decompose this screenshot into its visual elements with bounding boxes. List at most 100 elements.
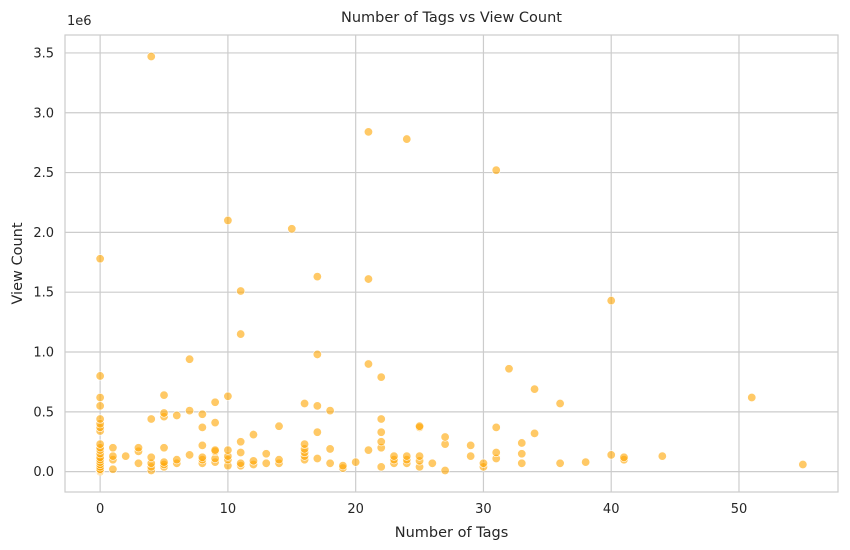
data-point [236,329,246,339]
data-point [491,448,501,458]
data-point [95,401,105,411]
data-point [491,422,501,432]
data-point [325,458,335,468]
data-point [236,448,246,458]
y-tick-label: 3.0 [33,106,54,121]
y-tick-labels: 0.0 0.5 1.0 1.5 2.0 2.5 3.0 3.5 [33,46,54,480]
data-point [402,134,412,144]
data-point [146,414,156,424]
data-point [363,274,373,284]
data-point [108,451,118,461]
data-point [133,443,143,453]
data-point [376,437,386,447]
data-point [747,392,757,402]
data-point [146,52,156,62]
data-point [363,127,373,137]
data-point [172,455,182,465]
data-point [440,432,450,442]
data-point [95,392,105,402]
data-point [108,464,118,474]
data-point [159,390,169,400]
data-point [197,452,207,462]
y-tick-label: 0.0 [33,465,54,480]
y-tick-label: 3.5 [33,46,54,61]
data-point [146,452,156,462]
data-point [363,359,373,369]
data-point [619,452,629,462]
data-point [504,364,514,374]
data-point [415,451,425,461]
data-point [197,440,207,450]
x-tick-label: 0 [96,502,104,517]
data-point [657,451,667,461]
x-tick-label: 10 [220,502,237,517]
data-point [236,286,246,296]
data-point [427,458,437,468]
x-tick-label: 30 [475,502,492,517]
data-point [236,437,246,447]
data-point [95,254,105,264]
data-point [210,418,220,428]
data-point [261,458,271,468]
data-point [376,372,386,382]
data-point [312,401,322,411]
data-point [478,458,488,468]
data-point [248,456,258,466]
data-point [95,439,105,449]
data-point [185,354,195,364]
data-point [466,451,476,461]
data-point [389,451,399,461]
y-tick-label: 2.5 [33,166,54,181]
data-point [338,461,348,471]
data-point [159,408,169,418]
data-point [363,445,373,455]
data-point [185,450,195,460]
data-point [210,445,220,455]
data-point [312,272,322,282]
y-tick-label: 1.5 [33,286,54,301]
data-point [108,443,118,453]
x-tick-label: 40 [603,502,620,517]
data-point [325,444,335,454]
data-point [517,438,527,448]
data-point [376,414,386,424]
data-point [300,439,310,449]
data-point [236,458,246,468]
data-point [530,428,540,438]
data-point [606,450,616,460]
data-point [581,457,591,467]
grid-lines [65,35,838,492]
data-point [261,449,271,459]
data-point [185,406,195,416]
data-point [491,165,501,175]
plot-area-frame [64,34,839,493]
data-point [415,421,425,431]
data-point [351,457,361,467]
data-points [95,52,808,477]
data-point [606,296,616,306]
y-tick-label: 1.0 [33,346,54,361]
y-axis-label: View Count [10,222,26,304]
data-point [798,459,808,469]
x-tick-label: 20 [347,502,364,517]
data-point [402,451,412,461]
data-point [376,462,386,472]
data-point [312,349,322,359]
data-point [300,398,310,408]
data-point [223,391,233,401]
data-point [210,397,220,407]
data-point [517,449,527,459]
data-point [312,427,322,437]
data-point [248,430,258,440]
data-point [555,458,565,468]
data-point [197,422,207,432]
x-tick-labels: 0 10 20 30 40 50 [96,502,747,517]
data-point [159,457,169,467]
data-point [172,410,182,420]
data-point [555,398,565,408]
data-point [223,445,233,455]
data-point [440,465,450,475]
data-point [133,458,143,468]
data-point [274,421,284,431]
